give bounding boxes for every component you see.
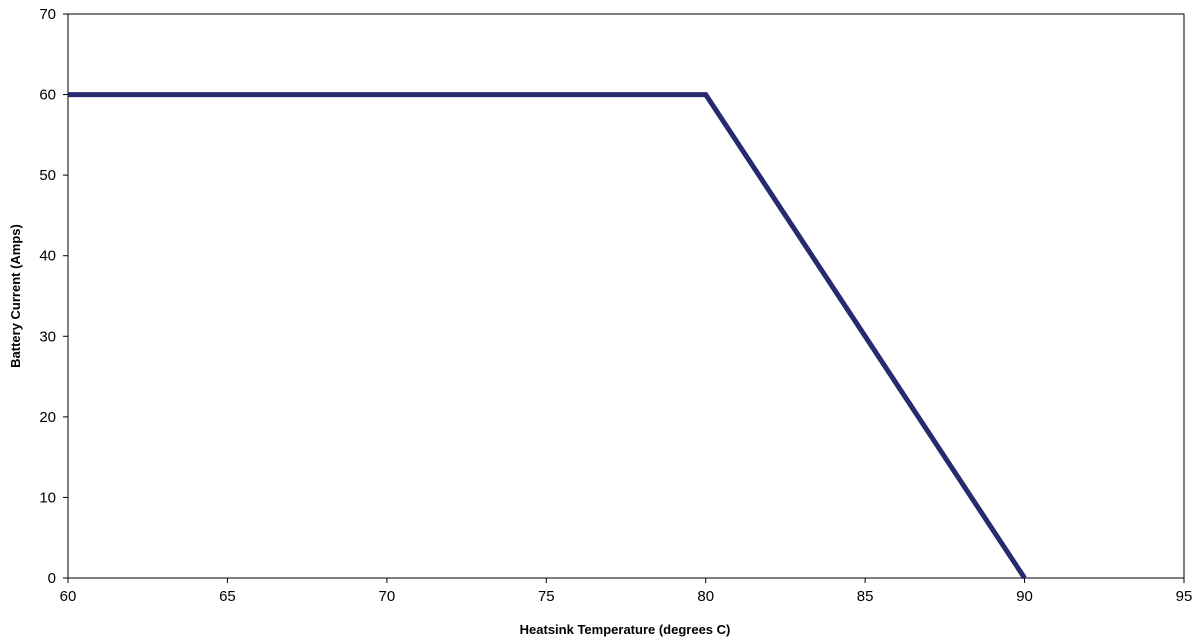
y-tick-label: 40 xyxy=(39,248,56,265)
y-tick-label: 20 xyxy=(39,409,56,426)
x-tick-label: 85 xyxy=(857,588,874,605)
series-layer xyxy=(68,92,1027,580)
y-axis-title: Battery Current (Amps) xyxy=(8,224,23,368)
y-tick-label: 30 xyxy=(39,328,56,345)
x-tick-label: 60 xyxy=(60,588,77,605)
x-tick-label: 65 xyxy=(219,588,236,605)
y-tick-label: 10 xyxy=(39,489,56,506)
x-tick-label: 90 xyxy=(1016,588,1033,605)
x-tick-label: 75 xyxy=(538,588,555,605)
tick-labels: 60 65 70 75 80 85 90 95 0 10 20 30 40 50 60 70 xyxy=(39,6,1192,605)
y-tick-label: 60 xyxy=(39,87,56,104)
axes xyxy=(63,13,1185,583)
x-tick-label: 80 xyxy=(697,588,714,605)
y-tick-label: 50 xyxy=(39,167,56,184)
plot-area xyxy=(67,13,1185,579)
series-line xyxy=(68,92,1027,580)
x-tick-label: 70 xyxy=(379,588,396,605)
y-tick-label: 0 xyxy=(48,570,56,587)
y-tick-label: 70 xyxy=(39,6,56,23)
x-axis-title: Heatsink Temperature (degrees C) xyxy=(520,622,731,637)
x-tick-label: 95 xyxy=(1176,588,1193,605)
